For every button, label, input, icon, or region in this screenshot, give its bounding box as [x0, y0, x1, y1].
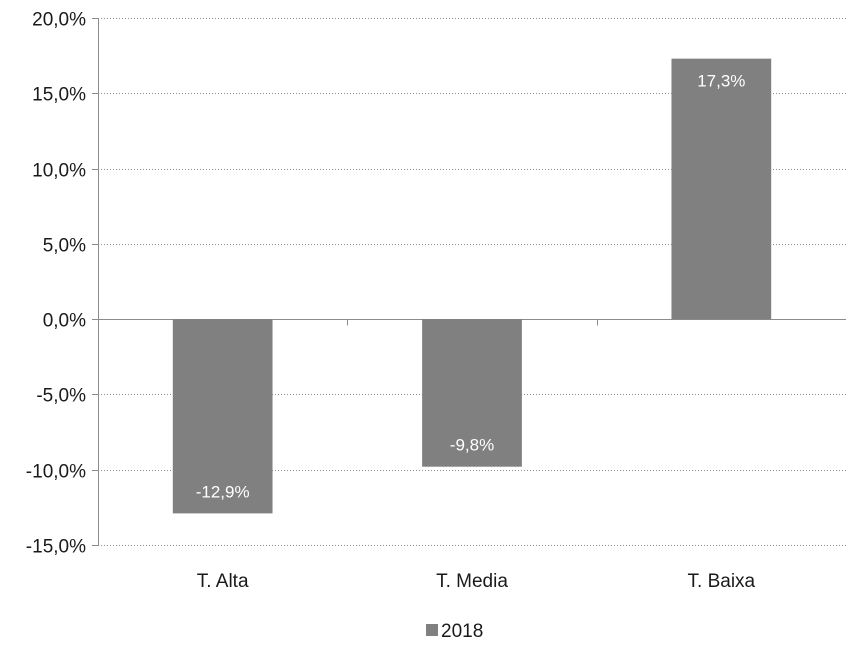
y-tick-label: -5,0%: [36, 386, 86, 407]
data-label: -12,9%: [196, 482, 250, 501]
legend-swatch: [426, 624, 438, 636]
bar: [172, 319, 273, 514]
x-tick-label: T. Baixa: [688, 571, 756, 592]
data-label: -9,8%: [450, 436, 494, 455]
y-tick-label: 15,0%: [32, 85, 86, 106]
legend: 2018: [426, 621, 483, 642]
y-tick-label: 0,0%: [43, 311, 86, 332]
bar: [671, 58, 772, 320]
x-tick-label: T. Media: [436, 571, 508, 592]
y-tick-label: 20,0%: [32, 10, 86, 31]
x-tick-label: T. Alta: [197, 571, 249, 592]
bar: [422, 319, 522, 467]
labels: 20,0% 15,0% 10,0% 5,0% 0,0% -5,0% -10,0% -15,0%…: [26, 10, 756, 593]
y-tick-label: -15,0%: [26, 537, 86, 558]
y-tick-label: 5,0%: [43, 236, 86, 257]
y-tick-label: 10,0%: [32, 161, 86, 182]
bars: [172, 58, 772, 514]
y-tick-label: -10,0%: [26, 462, 86, 483]
data-label: 17,3%: [697, 72, 745, 91]
legend-label: 2018: [441, 621, 483, 642]
